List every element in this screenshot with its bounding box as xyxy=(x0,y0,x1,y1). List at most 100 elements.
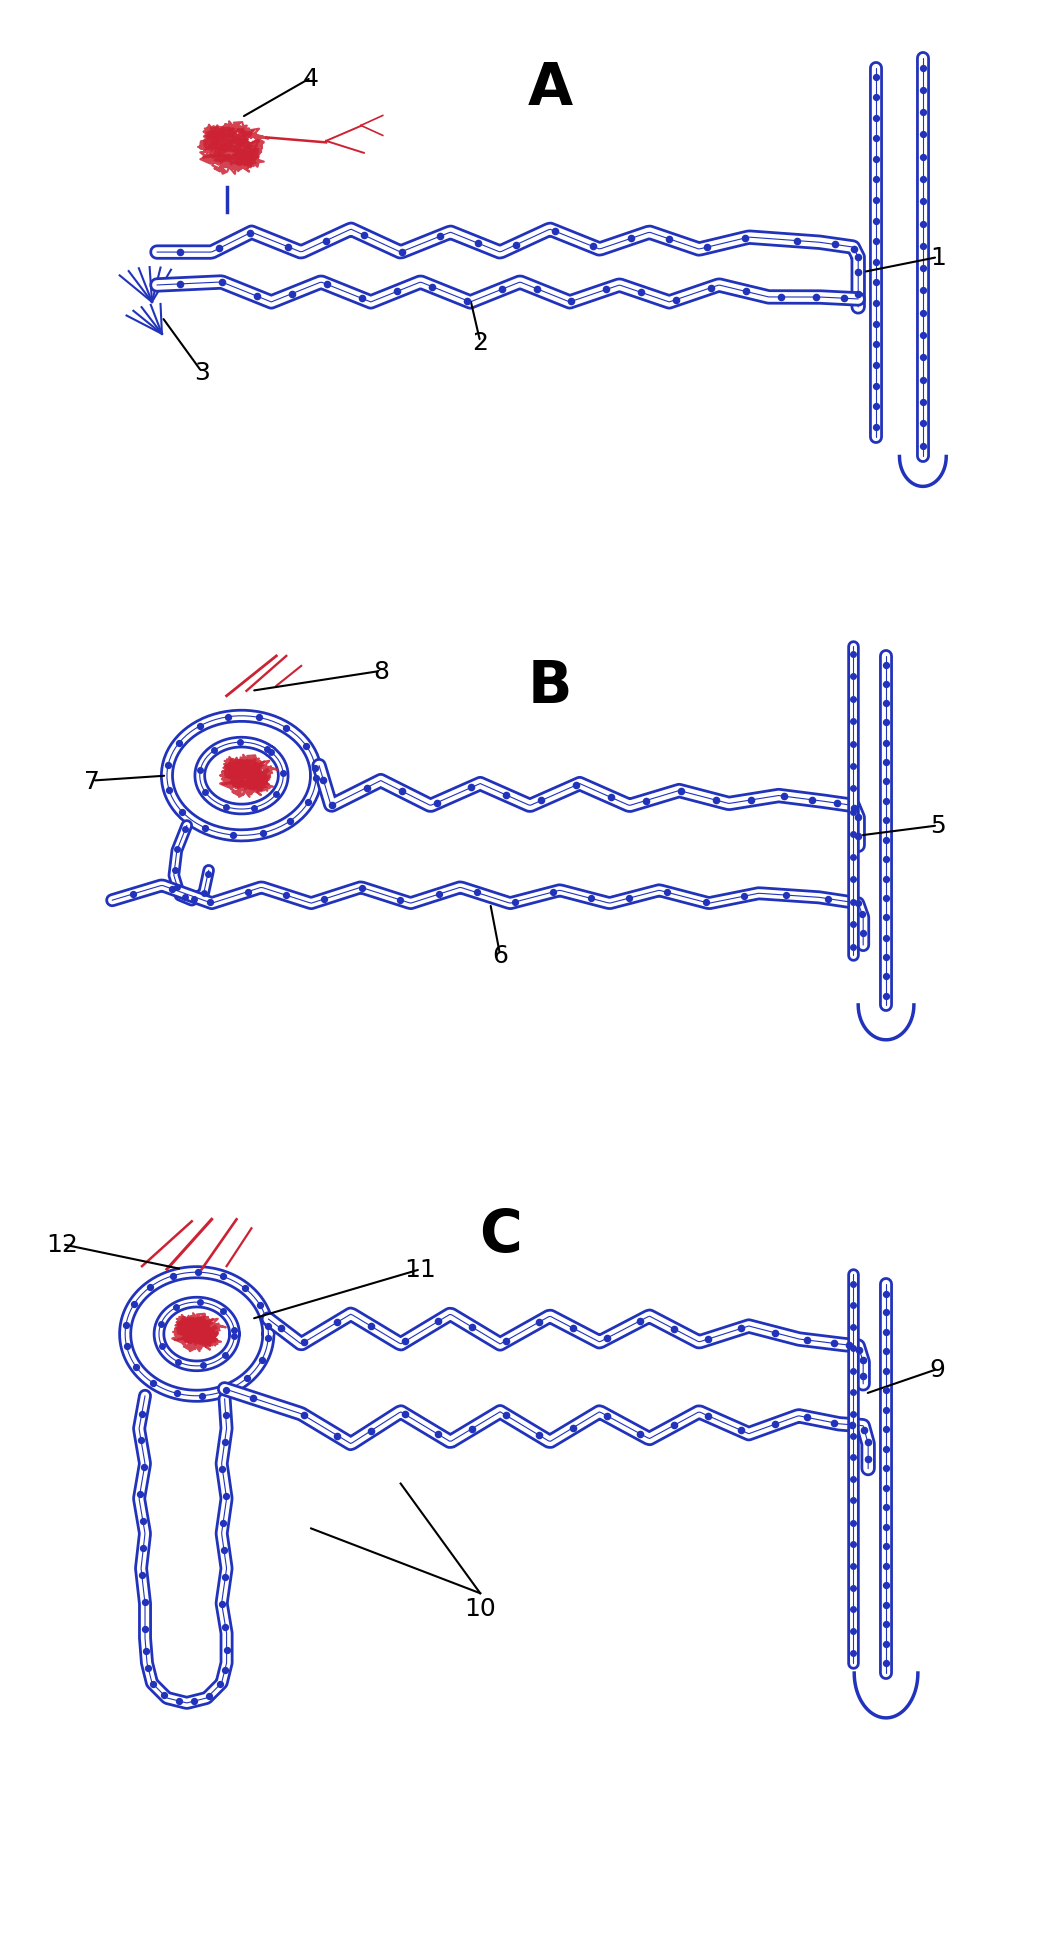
Point xyxy=(868,391,884,422)
Point xyxy=(166,854,183,886)
Point xyxy=(255,817,271,848)
Point xyxy=(192,755,209,786)
Point xyxy=(268,780,285,811)
Text: C: C xyxy=(479,1206,522,1263)
Point xyxy=(666,1314,683,1345)
Point xyxy=(217,1400,234,1431)
Point xyxy=(186,884,203,915)
Point xyxy=(915,186,931,217)
Point xyxy=(497,1400,514,1431)
Point xyxy=(878,1316,895,1347)
Point xyxy=(659,878,675,909)
Point xyxy=(125,878,142,909)
Point xyxy=(845,1290,861,1322)
Point xyxy=(868,123,884,154)
Point xyxy=(878,727,895,759)
Point xyxy=(156,1679,172,1711)
Point xyxy=(498,780,515,811)
Point xyxy=(430,1306,447,1337)
Point xyxy=(135,1533,151,1564)
Point xyxy=(868,371,884,403)
Point xyxy=(878,1570,895,1601)
Point xyxy=(804,784,821,815)
Point xyxy=(308,762,325,794)
Point xyxy=(845,774,861,805)
Point xyxy=(192,1286,209,1318)
Point xyxy=(170,1347,187,1378)
Point xyxy=(568,770,585,802)
Point xyxy=(251,702,267,733)
Point xyxy=(878,1374,895,1406)
Point xyxy=(239,876,256,907)
Point xyxy=(260,1324,277,1355)
Point xyxy=(845,933,861,964)
Point xyxy=(152,1310,169,1341)
Point xyxy=(137,1586,153,1617)
Point xyxy=(878,981,895,1013)
Point xyxy=(845,1615,861,1646)
Point xyxy=(563,287,579,319)
Point xyxy=(160,751,176,782)
Point xyxy=(915,297,931,328)
Point xyxy=(845,1443,861,1474)
Point xyxy=(458,285,475,317)
Point xyxy=(282,805,299,837)
Point xyxy=(789,227,806,258)
Point xyxy=(878,962,895,993)
Point xyxy=(245,1382,262,1413)
Point xyxy=(915,342,931,373)
Point xyxy=(703,274,719,305)
Point xyxy=(915,432,931,463)
Point xyxy=(393,886,409,917)
Point xyxy=(845,1376,861,1408)
Point xyxy=(915,209,931,240)
Point xyxy=(226,1314,242,1345)
Point xyxy=(846,235,862,266)
Point xyxy=(598,274,615,305)
Text: 11: 11 xyxy=(405,1257,436,1282)
Point xyxy=(307,753,324,784)
Point xyxy=(464,772,480,804)
Point xyxy=(868,63,884,94)
Point xyxy=(733,1314,750,1345)
Point xyxy=(878,688,895,719)
Point xyxy=(878,766,895,798)
Point xyxy=(250,282,266,313)
Point xyxy=(169,835,186,866)
Point xyxy=(807,282,824,313)
Point xyxy=(856,1415,873,1447)
Point xyxy=(845,1550,861,1582)
Point xyxy=(878,1394,895,1425)
Point xyxy=(638,786,655,817)
Point xyxy=(272,1314,289,1345)
Point xyxy=(227,1320,243,1351)
Point xyxy=(362,1415,379,1447)
Point xyxy=(192,712,209,743)
Text: 1: 1 xyxy=(930,246,946,270)
Point xyxy=(633,278,649,309)
Point xyxy=(850,258,867,289)
Point xyxy=(218,1634,235,1666)
Point xyxy=(200,1681,217,1713)
Point xyxy=(878,1629,895,1660)
Point xyxy=(878,786,895,817)
Point xyxy=(168,1378,185,1410)
Point xyxy=(134,1398,150,1429)
Point xyxy=(169,872,186,903)
Point xyxy=(176,882,193,913)
Point xyxy=(668,285,685,317)
Point xyxy=(868,82,884,113)
Point xyxy=(212,1670,229,1701)
Point xyxy=(915,119,931,151)
Point xyxy=(598,1400,615,1431)
Point xyxy=(915,409,931,440)
Point xyxy=(241,219,258,250)
Point xyxy=(799,1325,815,1357)
Point xyxy=(217,1562,234,1593)
Point xyxy=(194,1351,211,1382)
Point xyxy=(173,796,190,827)
Point xyxy=(738,278,755,309)
Point xyxy=(845,1486,861,1517)
Point xyxy=(878,1433,895,1464)
Point xyxy=(868,207,884,239)
